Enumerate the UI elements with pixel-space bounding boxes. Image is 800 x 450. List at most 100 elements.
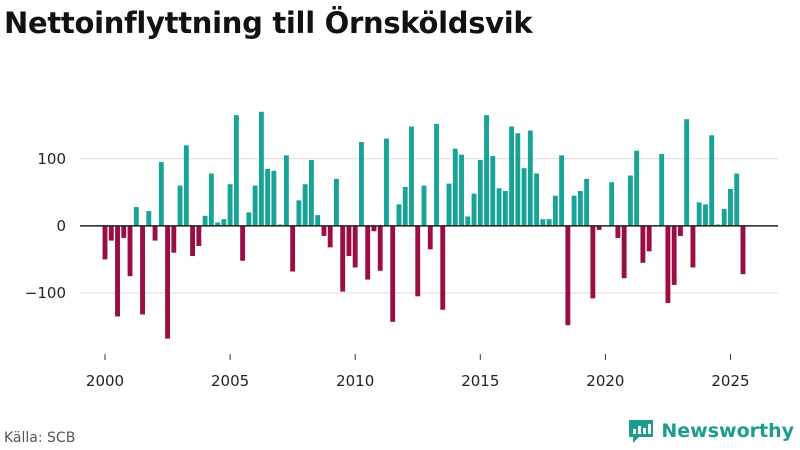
bar xyxy=(396,204,402,226)
bar xyxy=(552,195,558,226)
bar xyxy=(709,135,715,226)
bar xyxy=(202,215,208,226)
bar xyxy=(609,182,615,226)
bar xyxy=(671,225,677,285)
bar xyxy=(108,225,114,241)
bar xyxy=(152,225,158,241)
bar xyxy=(283,155,289,226)
y-tick-label: −100 xyxy=(25,284,66,302)
bar xyxy=(740,225,746,275)
bar xyxy=(440,225,446,310)
bar xyxy=(584,178,590,226)
bar xyxy=(515,133,521,226)
bar xyxy=(559,155,565,226)
bar xyxy=(402,186,408,226)
bar xyxy=(133,207,139,226)
bar xyxy=(527,130,533,226)
bar xyxy=(227,184,233,226)
bar xyxy=(240,225,246,261)
newsworthy-logo-icon xyxy=(629,420,654,443)
bar xyxy=(677,225,683,236)
bar xyxy=(471,193,477,226)
bar xyxy=(696,202,702,226)
bar xyxy=(384,138,389,226)
y-axis-ticks: 100 0 −100 xyxy=(25,150,66,302)
bar xyxy=(684,119,690,226)
bar xyxy=(252,185,258,226)
bar xyxy=(302,184,308,226)
bar xyxy=(140,225,145,315)
bar xyxy=(183,145,189,226)
bar xyxy=(377,225,383,271)
bar xyxy=(346,225,352,257)
bar xyxy=(521,168,527,226)
bar xyxy=(327,225,333,248)
bar xyxy=(459,154,464,226)
bar xyxy=(452,148,458,226)
y-tick-label: 100 xyxy=(37,150,66,168)
bar xyxy=(627,175,633,226)
bar xyxy=(496,188,502,226)
bar xyxy=(490,156,496,226)
bar xyxy=(509,126,514,226)
bar xyxy=(484,115,489,226)
bar xyxy=(258,111,264,226)
bar xyxy=(734,173,740,226)
bar xyxy=(446,183,452,226)
bar xyxy=(659,154,665,226)
x-tick-label: 2020 xyxy=(586,372,624,390)
bar-chart: 100 0 −100 2000 2005 2010 2015 2020 2025 xyxy=(25,111,778,390)
bar xyxy=(165,225,170,339)
bar xyxy=(352,225,358,268)
bar xyxy=(158,162,164,226)
bar xyxy=(371,225,377,232)
bar xyxy=(271,170,277,226)
bar xyxy=(665,225,671,304)
bar xyxy=(177,185,183,226)
bar xyxy=(540,219,546,226)
y-tick-label: 0 xyxy=(56,217,66,235)
bar xyxy=(703,204,708,226)
bar xyxy=(340,225,346,292)
bar xyxy=(215,222,221,226)
bar xyxy=(102,225,108,260)
bar xyxy=(646,225,652,252)
bar xyxy=(115,225,120,317)
bar xyxy=(390,225,396,322)
bar xyxy=(615,225,621,238)
bar xyxy=(359,141,364,226)
bar xyxy=(640,225,646,263)
bar xyxy=(121,225,127,238)
bar xyxy=(315,215,321,226)
bar xyxy=(577,190,583,226)
bar xyxy=(246,212,252,226)
bar-series xyxy=(102,111,746,339)
bar xyxy=(365,225,371,280)
x-tick-label: 2010 xyxy=(336,372,374,390)
bar xyxy=(465,216,471,226)
bar xyxy=(190,225,196,257)
bar xyxy=(265,168,271,226)
x-axis-ticks: 2000 2005 2010 2015 2020 2025 xyxy=(86,354,750,390)
source-note: Källa: SCB xyxy=(4,430,76,446)
bar xyxy=(296,200,302,226)
bar xyxy=(146,211,152,226)
bar xyxy=(621,225,627,279)
bar xyxy=(421,185,427,226)
bar xyxy=(427,225,433,250)
bar xyxy=(127,225,133,277)
bar xyxy=(434,123,439,226)
bar xyxy=(308,160,314,226)
x-tick-label: 2005 xyxy=(211,372,249,390)
bar xyxy=(196,225,202,246)
bar xyxy=(721,209,727,226)
bar xyxy=(565,225,571,326)
bar xyxy=(333,178,339,226)
bar xyxy=(728,188,733,226)
bar xyxy=(321,225,327,236)
bar xyxy=(596,225,602,230)
bar xyxy=(171,225,177,253)
x-tick-label: 2000 xyxy=(86,372,124,390)
bar xyxy=(290,225,296,272)
brand-name: Newsworthy xyxy=(661,420,794,442)
